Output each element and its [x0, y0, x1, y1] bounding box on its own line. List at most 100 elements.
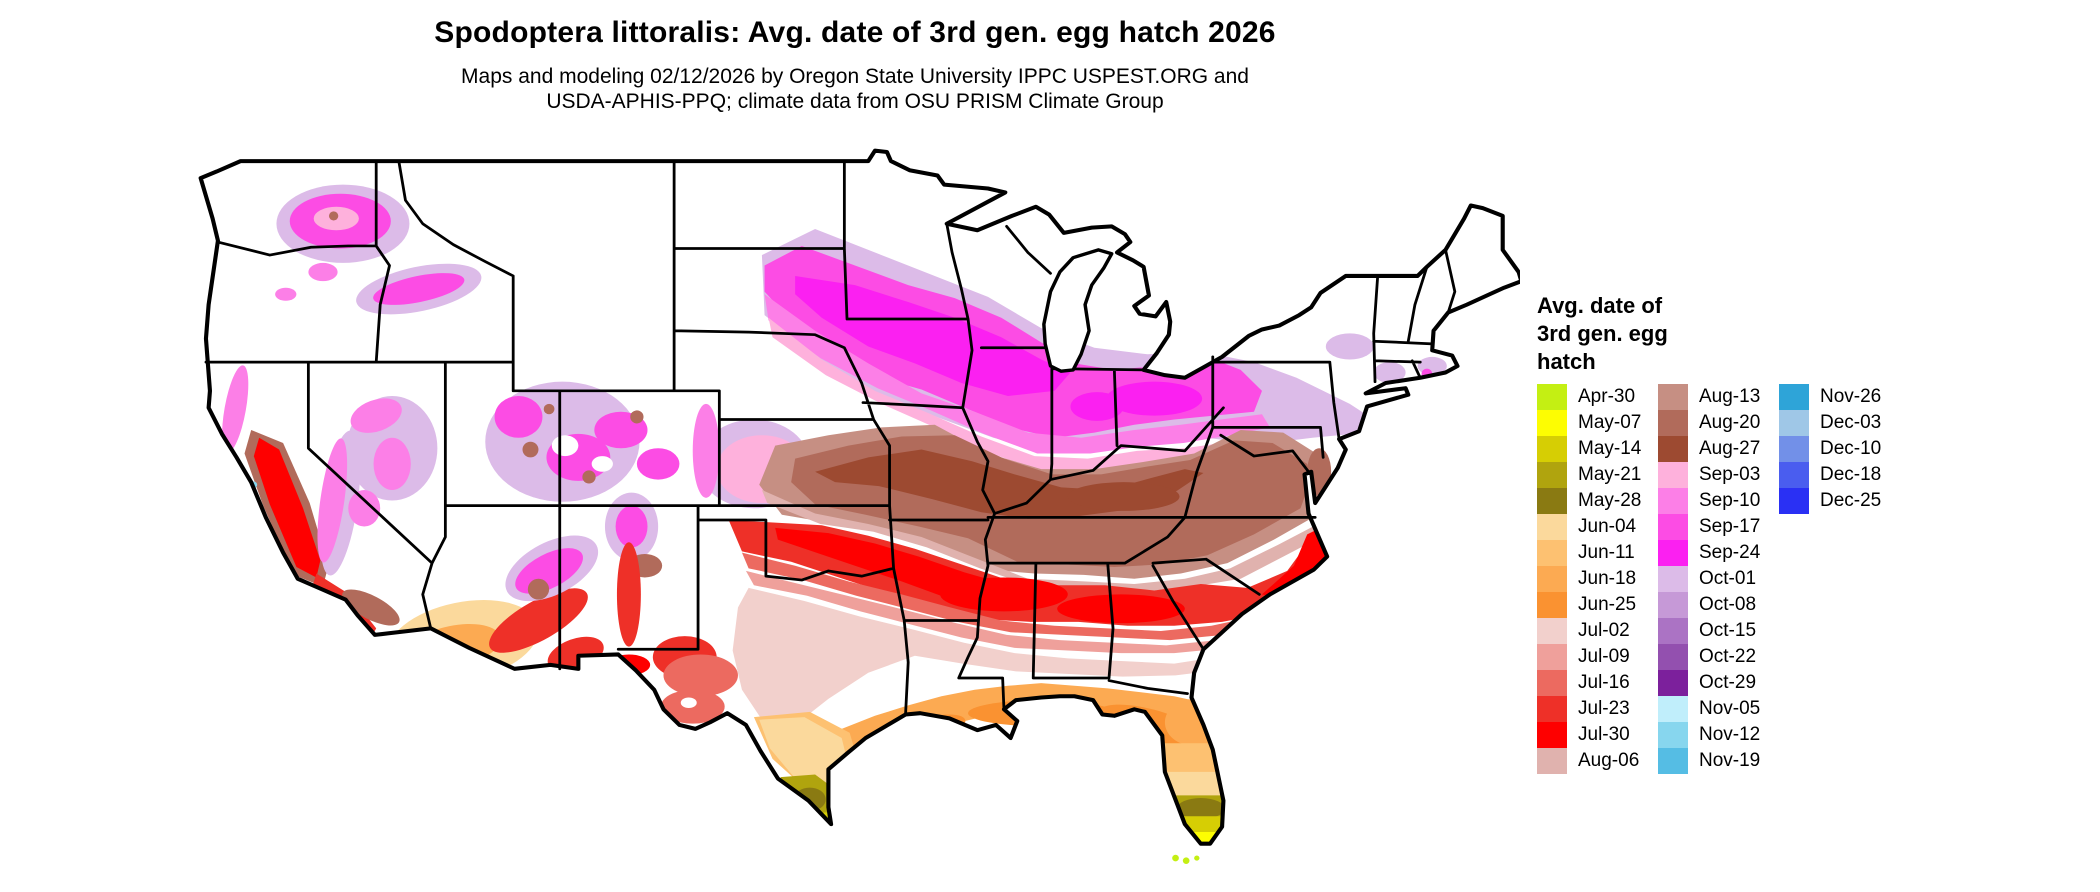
- legend-swatch: [1537, 410, 1567, 436]
- legend-swatch: [1658, 618, 1688, 644]
- legend-label: Dec-18: [1820, 464, 1882, 485]
- legend-entry: Nov-05: [1658, 696, 1779, 722]
- legend-entry: Sep-03: [1658, 462, 1779, 488]
- legend-label: Aug-13: [1699, 386, 1761, 407]
- legend-column: Apr-30 May-07 May-14 May-21 May-28 Jun-04 Jun-…: [1537, 384, 1658, 774]
- legend-swatch: [1658, 488, 1688, 514]
- legend-entry: Dec-18: [1779, 462, 1900, 488]
- legend-label: Jul-16: [1578, 672, 1630, 693]
- legend-entry: Oct-22: [1658, 644, 1779, 670]
- legend-label: Dec-10: [1820, 438, 1882, 459]
- us-map-svg: [198, 148, 1520, 864]
- legend-swatch: [1779, 436, 1809, 462]
- legend-swatch: [1537, 644, 1567, 670]
- legend-entry: Oct-01: [1658, 566, 1779, 592]
- legend-swatch: [1658, 436, 1688, 462]
- legend-entry: Jul-23: [1537, 696, 1658, 722]
- legend-entry: Jun-11: [1537, 540, 1658, 566]
- legend-label: Jul-09: [1578, 646, 1630, 667]
- us-outline: [198, 148, 1520, 846]
- legend-entry: Sep-24: [1658, 540, 1779, 566]
- legend-swatch: [1779, 462, 1809, 488]
- legend-swatch: [1537, 488, 1567, 514]
- legend-entry: May-28: [1537, 488, 1658, 514]
- legend-swatch: [1658, 410, 1688, 436]
- legend-swatch: [1537, 696, 1567, 722]
- legend-swatch: [1537, 592, 1567, 618]
- legend-label: Aug-27: [1699, 438, 1761, 459]
- legend-label: Oct-15: [1699, 620, 1757, 641]
- legend-swatch: [1658, 670, 1688, 696]
- legend-entry: Aug-20: [1658, 410, 1779, 436]
- legend-label: May-14: [1578, 438, 1642, 459]
- legend-label: Jun-04: [1578, 516, 1637, 537]
- legend-entry: Oct-08: [1658, 592, 1779, 618]
- legend-entry: Apr-30: [1537, 384, 1658, 410]
- legend-entry: Dec-25: [1779, 488, 1900, 514]
- legend-label: Nov-12: [1699, 724, 1761, 745]
- legend-column: Nov-26 Dec-03 Dec-10 Dec-18 Dec-25: [1779, 384, 1900, 514]
- legend-label: Sep-17: [1699, 516, 1761, 537]
- state-borders: [204, 159, 1457, 716]
- legend-swatch: [1658, 384, 1688, 410]
- legend-label: Nov-26: [1820, 386, 1882, 407]
- legend-swatch: [1658, 592, 1688, 618]
- legend-entry: Dec-03: [1779, 410, 1900, 436]
- legend-swatch: [1658, 644, 1688, 670]
- legend-entry: Sep-10: [1658, 488, 1779, 514]
- legend-label: May-21: [1578, 464, 1642, 485]
- legend-swatch: [1537, 566, 1567, 592]
- legend-swatch: [1779, 384, 1809, 410]
- legend-swatch: [1537, 514, 1567, 540]
- legend-swatch: [1537, 384, 1567, 410]
- legend-title-line-2: 3rd gen. egg: [1537, 321, 1668, 346]
- legend-entry: Aug-06: [1537, 748, 1658, 774]
- florida-keys: [1172, 854, 1200, 864]
- legend-entry: Nov-12: [1658, 722, 1779, 748]
- legend-label: Jul-02: [1578, 620, 1630, 641]
- legend-entry: Dec-10: [1779, 436, 1900, 462]
- legend-entry: Oct-15: [1658, 618, 1779, 644]
- legend-swatch: [1537, 670, 1567, 696]
- legend-label: Jun-25: [1578, 594, 1637, 615]
- legend-label: Nov-05: [1699, 698, 1761, 719]
- legend-title-line-1: Avg. date of: [1537, 293, 1663, 318]
- legend-swatch: [1537, 436, 1567, 462]
- legend-swatch: [1537, 462, 1567, 488]
- map-title: Spodoptera littoralis: Avg. date of 3rd …: [434, 16, 1276, 49]
- legend-column: Aug-13 Aug-20 Aug-27 Sep-03 Sep-10 Sep-17 Sep-…: [1658, 384, 1779, 774]
- lake-michigan: [1042, 248, 1114, 373]
- legend-entry: Nov-26: [1779, 384, 1900, 410]
- legend-swatch: [1537, 540, 1567, 566]
- legend-entry: May-14: [1537, 436, 1658, 462]
- legend-swatch: [1658, 566, 1688, 592]
- legend-entry: Jul-16: [1537, 670, 1658, 696]
- subtitle-line-1: Maps and modeling 02/12/2026 by Oregon S…: [461, 65, 1249, 88]
- legend-title-line-3: hatch: [1537, 349, 1596, 374]
- legend-entry: May-21: [1537, 462, 1658, 488]
- legend-label: Oct-08: [1699, 594, 1757, 615]
- legend-label: Jun-11: [1578, 542, 1635, 563]
- legend-entry: Jul-09: [1537, 644, 1658, 670]
- legend: Avg. date of 3rd gen. egg hatch Apr-30 Ma…: [1537, 292, 1937, 774]
- legend-entry: Aug-13: [1658, 384, 1779, 410]
- legend-swatch: [1658, 748, 1688, 774]
- legend-label: Dec-03: [1820, 412, 1882, 433]
- legend-label: Aug-06: [1578, 750, 1640, 771]
- legend-label: Sep-10: [1699, 490, 1761, 511]
- legend-label: May-28: [1578, 490, 1642, 511]
- legend-columns: Apr-30 May-07 May-14 May-21 May-28 Jun-04 Jun-…: [1537, 384, 1937, 774]
- legend-label: Jul-23: [1578, 698, 1630, 719]
- legend-label: Sep-24: [1699, 542, 1761, 563]
- legend-entry: Jul-02: [1537, 618, 1658, 644]
- legend-label: May-07: [1578, 412, 1642, 433]
- legend-swatch: [1537, 722, 1567, 748]
- legend-entry: Aug-27: [1658, 436, 1779, 462]
- legend-swatch: [1779, 488, 1809, 514]
- map-subtitle: Maps and modeling 02/12/2026 by Oregon S…: [190, 64, 1520, 114]
- legend-entry: Jun-04: [1537, 514, 1658, 540]
- legend-title: Avg. date of 3rd gen. egg hatch: [1537, 292, 1937, 376]
- subtitle-line-2: USDA-APHIS-PPQ; climate data from OSU PR…: [546, 90, 1164, 113]
- legend-label: Oct-29: [1699, 672, 1757, 693]
